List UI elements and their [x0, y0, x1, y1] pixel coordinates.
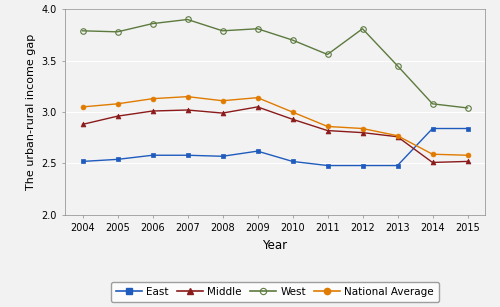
X-axis label: Year: Year — [262, 239, 287, 252]
Y-axis label: The urban-rural income gap: The urban-rural income gap — [26, 34, 36, 190]
Legend: East, Middle, West, National Average: East, Middle, West, National Average — [111, 282, 440, 302]
